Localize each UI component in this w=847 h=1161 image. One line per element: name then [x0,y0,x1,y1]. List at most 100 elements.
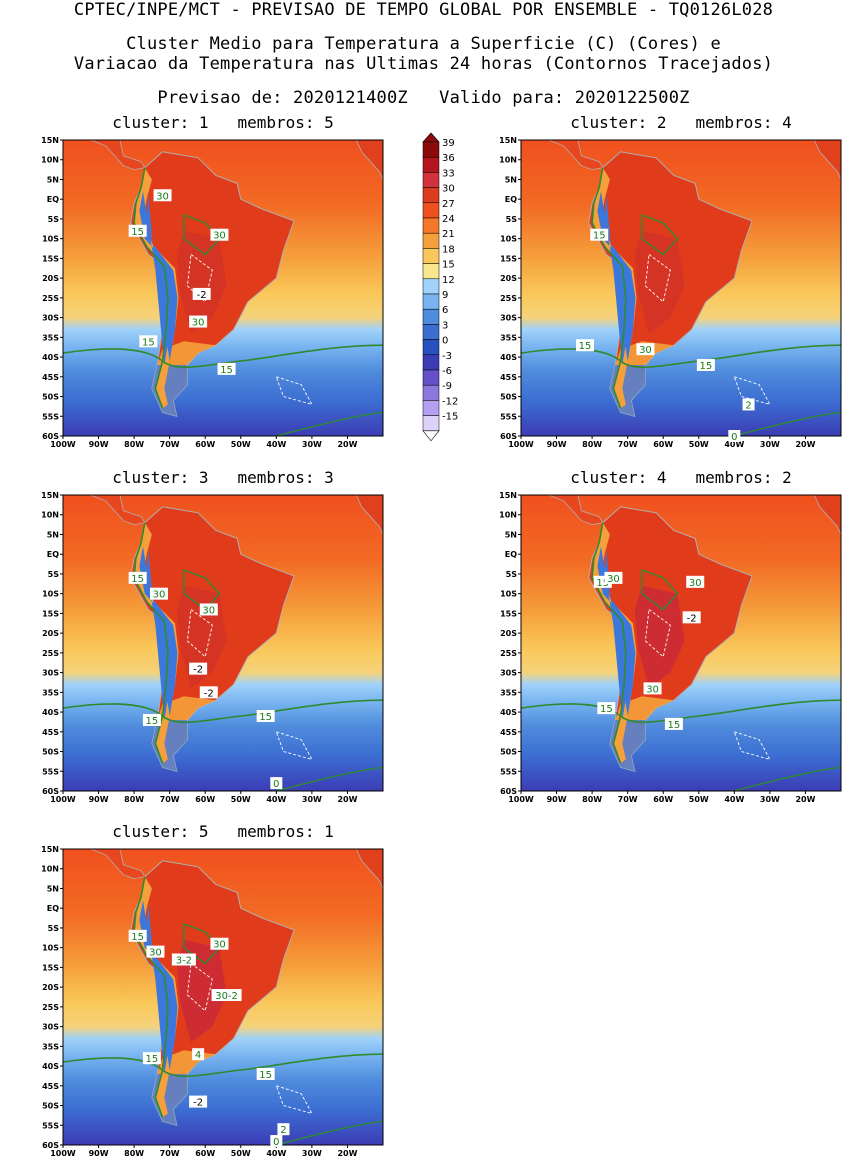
lat-label: 45S [500,373,517,382]
lon-label: 30W [302,440,322,449]
contour-label: 30 [646,684,659,695]
lon-label: 70W [618,795,638,804]
lat-label: 10N [41,511,59,520]
lat-label: 5N [505,175,517,184]
contour-label-box [199,603,218,616]
lat-label: 20S [42,983,59,992]
colorbar-swatch [422,248,440,264]
andes-band [134,167,179,409]
contour-15 [133,167,169,409]
contour-label: 4 [195,1050,201,1061]
panel-5-title: cluster: 5 membros: 1 [112,822,334,841]
lat-label: 55S [42,767,59,776]
andes-cold-core [139,191,178,365]
contour-label-box [150,587,168,600]
contour-label: 30 [156,191,169,202]
map-svg: 15N 10N 5N EQ 5S 10S 15S 20S 25S 30S 35S 40S 45S 50S 5… [41,136,384,449]
africa-coast [813,140,841,180]
colorbar-swatch [422,369,440,386]
lat-label: 15S [42,963,59,972]
lat-label: 35S [42,333,59,342]
central-america [85,140,146,171]
lat-label: 40S [42,1062,59,1071]
contour-30 [641,213,679,256]
colorbar-label: 15 [442,260,455,271]
colorbar-swatch [422,156,440,173]
colorbar-swatch [422,308,440,325]
lat-label: 25S [42,294,59,303]
lat-label: 15S [42,254,59,263]
lat-label: 45S [500,728,517,737]
contour-label-box [192,287,211,300]
lon-label: 100W [508,440,534,449]
andes-cold-core [139,546,178,720]
colorbar-label: -6 [442,366,452,377]
contour-30 [183,922,221,965]
lon-label: 40W [266,795,286,804]
lat-label: 15N [499,136,517,145]
contour-label-box [696,358,715,371]
lat-label: 35S [42,1042,59,1051]
colorbar-swatch [422,415,440,432]
andes-band [592,167,637,409]
lat-label: 35S [42,688,59,697]
contour-label-box [682,611,701,624]
lat-label: 50S [42,393,59,402]
lat-label: 30S [42,1023,59,1032]
lat-label: 15S [500,609,517,618]
hot-core [176,230,227,334]
lon-label: 30W [760,795,780,804]
colorbar-label: 9 [442,290,448,301]
lon-label: 70W [618,440,638,449]
colorbar-swatch [422,324,440,340]
lon-label: 20W [337,440,357,449]
lon-label: 70W [160,1149,180,1158]
panel-2-title: cluster: 2 membros: 4 [570,113,792,132]
contour-label: 2 [745,400,751,411]
lat-label: 5N [47,884,59,893]
contour-label-box [142,1052,161,1065]
contour-30 [183,568,221,611]
contour-15 [591,167,627,409]
lat-label: 20S [42,629,59,638]
lat-label: 60S [42,787,59,796]
contour-label: -2 [204,688,214,699]
contour-label-box [211,989,242,1002]
colorbar-swatch [422,187,440,204]
lat-label: EQ [505,550,517,559]
map-svg: 15N 10N 5N EQ 5S 10S 15S 20S 25S 30S 35S 40S 45S 50S 5… [41,491,384,804]
lon-label: 90W [547,440,567,449]
lat-label: 20S [42,274,59,283]
lat-label: 10S [42,944,59,953]
lat-label: 30S [500,314,517,323]
lon-label: 90W [547,795,567,804]
colorbar-label: 18 [442,244,455,255]
colorbar-label: -12 [442,396,458,407]
lon-label: 60W [195,1149,215,1158]
lat-label: 30S [42,314,59,323]
colorbar-arrow-top [422,132,440,143]
contour-label: 15 [668,720,681,731]
map-panel-cluster-3: 15N 10N 5N EQ 5S 10S 15S 20S 25S 30S 35S 40S 45S 50S 5… [30,489,390,807]
lat-label: 50S [42,748,59,757]
panel-4-title: cluster: 4 membros: 2 [570,468,792,487]
lat-label: 40S [500,708,517,717]
dashed-contour [186,962,213,1012]
colorbar-label: 39 [442,138,455,149]
colorbar-swatch [422,278,440,295]
contour-label: 30 [689,578,702,589]
colorbar-label: -9 [442,381,452,392]
panel-3-title: cluster: 3 membros: 3 [112,468,334,487]
africa-coast [813,495,841,535]
contour-label-box [153,189,172,202]
lon-label: 30W [302,1149,322,1158]
lon-label: 100W [50,440,76,449]
map-svg: 15N 10N 5N EQ 5S 10S 15S 20S 25S 30S 35S 40S 45S 50S 5… [41,845,384,1158]
map-frame [62,139,384,437]
colorbar-swatch [422,172,440,188]
africa-coast [355,495,383,535]
contour-label: 15 [146,716,159,727]
lat-label: 20S [500,274,517,283]
map-frame [520,139,842,437]
lon-label: 100W [508,795,534,804]
